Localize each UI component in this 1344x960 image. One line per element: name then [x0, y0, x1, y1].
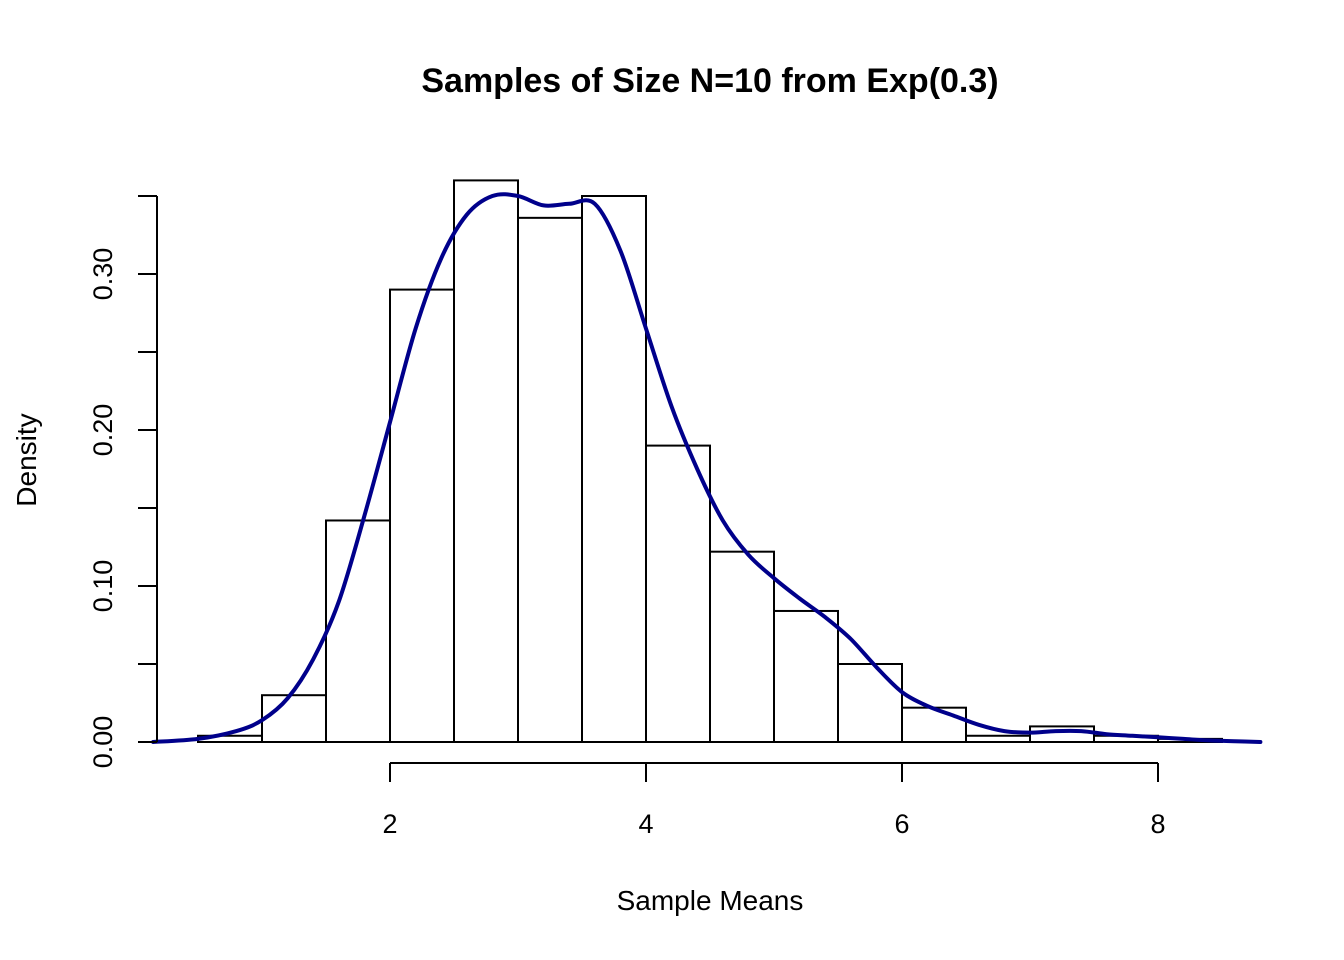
- x-tick-label: 2: [382, 809, 397, 839]
- y-tick-label: 0.30: [88, 248, 118, 301]
- chart-title: Samples of Size N=10 from Exp(0.3): [421, 62, 998, 100]
- x-tick-label: 8: [1150, 809, 1165, 839]
- histogram-bars: [197, 179, 1223, 744]
- density-curve: [151, 192, 1263, 744]
- histogram-bar: [453, 179, 519, 743]
- histogram-bar: [1029, 725, 1095, 744]
- histogram-bar: [709, 550, 775, 743]
- x-axis: 2 4 6 8: [382, 762, 1166, 839]
- y-tick-label: 0.10: [88, 560, 118, 613]
- histogram-bar: [389, 288, 455, 743]
- histogram-bar: [965, 734, 1031, 744]
- histogram-bar: [261, 694, 327, 744]
- histogram-bar: [325, 519, 391, 743]
- y-axis-label: Density: [11, 413, 42, 506]
- y-tick-label: 0.00: [88, 716, 118, 769]
- x-axis-label: Sample Means: [617, 885, 804, 916]
- histogram-bar: [517, 216, 583, 743]
- y-tick-label: 0.20: [88, 404, 118, 457]
- histogram-bar: [581, 195, 647, 743]
- y-axis: 0.00 0.10 0.20 0.30: [88, 195, 158, 769]
- histogram-bar: [773, 609, 839, 744]
- histogram-bar: [837, 663, 903, 743]
- histogram-bar: [645, 444, 711, 743]
- x-tick-label: 4: [638, 809, 653, 839]
- x-tick-label: 6: [894, 809, 909, 839]
- histogram-bar: [901, 706, 967, 743]
